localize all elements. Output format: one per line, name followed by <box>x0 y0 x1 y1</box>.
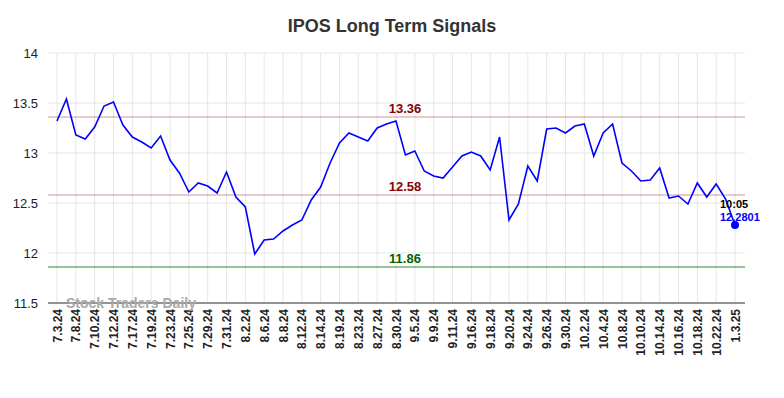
x-tick-label: 8.2.24 <box>239 309 253 343</box>
series-line <box>57 99 735 254</box>
x-tick-label: 10.10.24 <box>634 309 648 356</box>
x-tick-label: 9.24.24 <box>521 309 535 349</box>
x-grid-line <box>452 53 453 303</box>
x-grid-line <box>716 53 717 303</box>
x-grid-line <box>320 53 321 303</box>
reference-line <box>48 194 745 196</box>
x-tick-label: 8.14.24 <box>314 309 328 349</box>
x-tick-label: 8.12.24 <box>295 309 309 349</box>
x-tick-label: 9.5.24 <box>408 309 422 343</box>
x-tick-label: 7.3.24 <box>51 309 65 343</box>
x-tick-label: 8.27.24 <box>371 309 385 349</box>
x-tick-label: 8.8.24 <box>277 309 291 343</box>
x-grid-line <box>132 53 133 303</box>
x-grid-line <box>697 53 698 303</box>
x-tick-label: 9.9.24 <box>427 309 441 343</box>
x-tick-label: 9.18.24 <box>484 309 498 349</box>
x-tick-label: 10.22.24 <box>710 309 724 356</box>
y-tick-label: 12 <box>24 246 38 261</box>
x-tick-label: 7.12.24 <box>107 309 121 349</box>
x-grid-line <box>245 53 246 303</box>
x-grid-line <box>170 53 171 303</box>
x-tick-label: 10.4.24 <box>597 309 611 349</box>
last-value-label: 12.2801 <box>720 211 760 223</box>
x-tick-label: 7.23.24 <box>164 309 178 349</box>
x-grid-line <box>188 53 189 303</box>
x-grid-line <box>584 53 585 303</box>
x-grid-line <box>471 53 472 303</box>
x-grid-line <box>509 53 510 303</box>
x-tick-label: 10.18.24 <box>691 309 705 356</box>
y-tick-label: 14 <box>24 46 38 61</box>
reference-line <box>48 266 745 268</box>
y-tick-label: 11.5 <box>14 296 38 311</box>
x-grid-line <box>264 53 265 303</box>
x-grid-line <box>603 53 604 303</box>
x-grid-line <box>490 53 491 303</box>
reference-line <box>48 116 745 118</box>
x-tick-label: 7.31.24 <box>220 309 234 349</box>
x-grid-line <box>546 53 547 303</box>
reference-label: 11.86 <box>389 251 421 266</box>
x-grid-line <box>301 53 302 303</box>
x-grid-line <box>75 53 76 303</box>
x-tick-label: 7.19.24 <box>145 309 159 349</box>
x-grid-line <box>735 53 736 303</box>
x-tick-label: 9.30.24 <box>559 309 573 349</box>
x-grid-line <box>377 53 378 303</box>
x-tick-label: 7.10.24 <box>88 309 102 349</box>
watermark: Stock Traders Daily <box>66 295 196 311</box>
x-tick-label: 10.8.24 <box>616 309 630 349</box>
x-grid-line <box>358 53 359 303</box>
x-tick-label: 10.14.24 <box>653 309 667 356</box>
x-grid-line <box>94 53 95 303</box>
y-tick-label: 13 <box>24 146 38 161</box>
chart: IPOS Long Term Signals 11.5 12 12.5 13 13.5 14… <box>0 0 784 398</box>
x-grid-line <box>226 53 227 303</box>
x-grid-line <box>113 53 114 303</box>
x-tick-label: 8.19.24 <box>333 309 347 349</box>
x-tick-label: 8.30.24 <box>390 309 404 349</box>
reference-label: 13.36 <box>389 101 422 116</box>
x-tick-label: 7.29.24 <box>201 309 215 349</box>
x-tick-label: 8.6.24 <box>258 309 272 343</box>
x-grid-line <box>640 53 641 303</box>
reference-label: 12.58 <box>389 179 422 194</box>
x-grid-line <box>283 53 284 303</box>
y-tick-label: 13.5 <box>13 96 38 111</box>
x-tick-label: 7.17.24 <box>126 309 140 349</box>
time-label: 10:05 <box>720 198 748 210</box>
x-grid-line <box>659 53 660 303</box>
x-grid-line <box>527 53 528 303</box>
x-grid-line <box>565 53 566 303</box>
x-grid-line <box>339 53 340 303</box>
x-tick-label: 10.2.24 <box>578 309 592 349</box>
x-tick-label: 1.3.25 <box>729 309 743 343</box>
x-grid-line <box>622 53 623 303</box>
x-grid-line <box>433 53 434 303</box>
x-tick-label: 9.16.24 <box>465 309 479 349</box>
x-tick-label: 7.25.24 <box>182 309 196 349</box>
x-grid-line <box>678 53 679 303</box>
x-tick-label: 9.20.24 <box>503 309 517 349</box>
x-tick-label: 8.23.24 <box>352 309 366 349</box>
y-tick-label: 12.5 <box>13 196 38 211</box>
title: IPOS Long Term Signals <box>288 16 497 36</box>
x-tick-label: 9.11.24 <box>446 309 460 349</box>
x-grid-line <box>207 53 208 303</box>
plot-area <box>57 99 739 254</box>
x-tick-label: 9.26.24 <box>540 309 554 349</box>
y-axis <box>48 53 49 303</box>
x-grid-line <box>57 53 58 303</box>
x-tick-label: 10.16.24 <box>672 309 686 356</box>
x-grid-line <box>151 53 152 303</box>
x-tick-label: 7.8.24 <box>69 309 83 343</box>
